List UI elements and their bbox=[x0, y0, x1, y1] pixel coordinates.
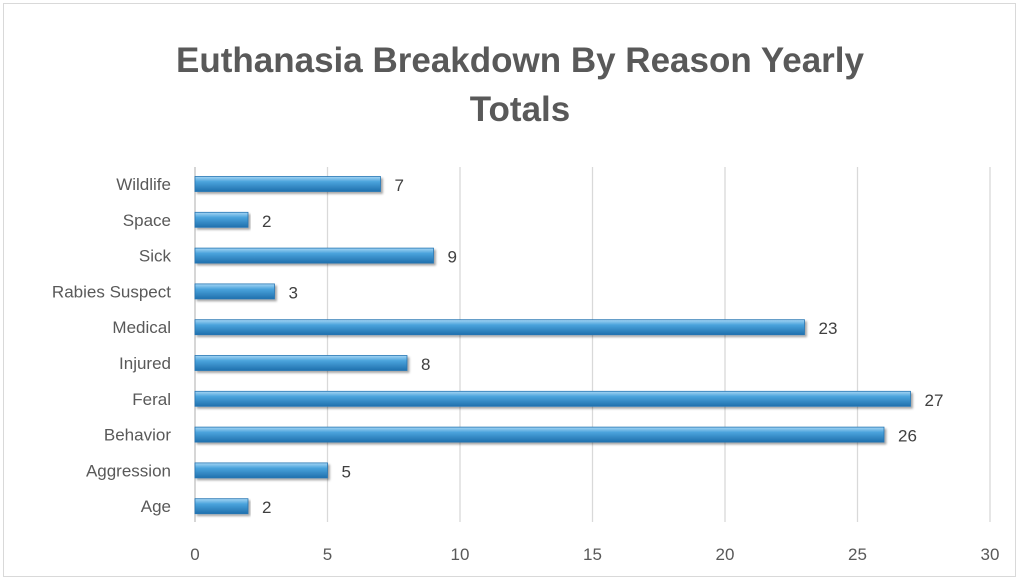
category-label: Rabies Suspect bbox=[52, 282, 171, 301]
category-label: Wildlife bbox=[116, 175, 171, 194]
data-label: 2 bbox=[262, 498, 271, 517]
bar bbox=[195, 284, 275, 299]
category-label: Medical bbox=[112, 318, 171, 337]
x-tick-label: 0 bbox=[190, 545, 199, 564]
category-label: Space bbox=[123, 211, 171, 230]
data-label: 9 bbox=[448, 248, 457, 267]
category-label: Age bbox=[141, 497, 171, 516]
category-label: Injured bbox=[119, 354, 171, 373]
category-label: Feral bbox=[132, 390, 171, 409]
data-labels: 7 2 9 3 23 8 27 26 5 2 bbox=[262, 176, 943, 517]
data-label: 5 bbox=[342, 462, 351, 481]
category-label: Behavior bbox=[104, 426, 171, 445]
category-axis-labels: Wildlife Space Sick Rabies Suspect Medical In… bbox=[52, 175, 172, 516]
bar bbox=[195, 463, 328, 478]
data-label: 23 bbox=[819, 319, 838, 338]
bars bbox=[195, 177, 911, 514]
x-tick-label: 25 bbox=[848, 545, 867, 564]
bar bbox=[195, 499, 248, 514]
data-label: 8 bbox=[421, 355, 430, 374]
bar bbox=[195, 212, 248, 227]
value-axis-labels: 0 5 10 15 20 25 30 bbox=[190, 545, 999, 564]
bar bbox=[195, 391, 911, 406]
data-label: 26 bbox=[898, 427, 917, 446]
bar bbox=[195, 248, 434, 263]
data-label: 27 bbox=[925, 391, 944, 410]
data-label: 7 bbox=[395, 176, 404, 195]
data-label: 2 bbox=[262, 212, 271, 231]
bar bbox=[195, 356, 407, 371]
data-label: 3 bbox=[289, 283, 298, 302]
category-label: Aggression bbox=[86, 461, 171, 480]
x-tick-label: 20 bbox=[716, 545, 735, 564]
bar bbox=[195, 427, 884, 442]
bar bbox=[195, 177, 381, 192]
x-tick-label: 15 bbox=[583, 545, 602, 564]
x-tick-label: 30 bbox=[981, 545, 1000, 564]
category-label: Sick bbox=[139, 247, 172, 266]
bar bbox=[195, 320, 805, 335]
x-tick-label: 10 bbox=[451, 545, 470, 564]
x-tick-label: 5 bbox=[323, 545, 332, 564]
